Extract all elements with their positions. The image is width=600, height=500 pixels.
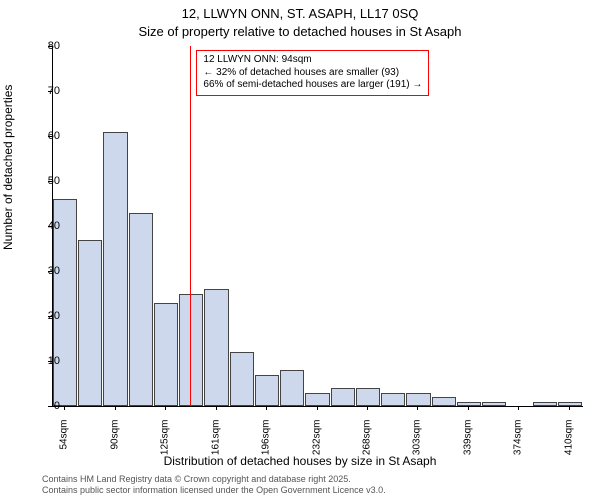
histogram-bar xyxy=(331,388,355,406)
x-tick-mark xyxy=(115,406,116,410)
histogram-bar xyxy=(103,132,127,407)
chart-title-line2: Size of property relative to detached ho… xyxy=(0,24,600,39)
histogram-bar xyxy=(533,402,557,407)
histogram-bar xyxy=(154,303,178,407)
x-tick-mark xyxy=(468,406,469,410)
y-tick-label: 10 xyxy=(30,355,60,367)
x-tick-label: 196sqm xyxy=(261,420,272,460)
x-tick-mark xyxy=(367,406,368,410)
x-tick-mark xyxy=(417,406,418,410)
histogram-bar xyxy=(356,388,380,406)
y-tick-label: 20 xyxy=(30,310,60,322)
x-tick-label: 161sqm xyxy=(210,420,221,460)
histogram-bar xyxy=(230,352,254,406)
y-tick-mark xyxy=(48,136,52,137)
reference-line xyxy=(190,46,191,406)
footer-line2: Contains public sector information licen… xyxy=(42,485,386,496)
chart-container: 12, LLWYN ONN, ST. ASAPH, LL17 0SQ Size … xyxy=(0,0,600,500)
histogram-bar xyxy=(280,370,304,406)
x-tick-mark xyxy=(216,406,217,410)
x-tick-label: 339sqm xyxy=(462,420,473,460)
histogram-bar xyxy=(381,393,405,407)
histogram-bar xyxy=(482,402,506,407)
y-tick-label: 60 xyxy=(30,130,60,142)
y-tick-mark xyxy=(48,226,52,227)
annotation-line1: 12 LLWYN ONN: 94sqm xyxy=(203,54,422,67)
x-tick-mark xyxy=(165,406,166,410)
x-tick-mark xyxy=(317,406,318,410)
annotation-line2: ← 32% of detached houses are smaller (93… xyxy=(203,67,422,80)
x-tick-label: 410sqm xyxy=(563,420,574,460)
footer-line1: Contains HM Land Registry data © Crown c… xyxy=(42,474,386,485)
x-tick-label: 374sqm xyxy=(513,420,524,460)
chart-title-line1: 12, LLWYN ONN, ST. ASAPH, LL17 0SQ xyxy=(0,6,600,21)
footer-attribution: Contains HM Land Registry data © Crown c… xyxy=(42,474,386,496)
histogram-bar xyxy=(432,397,456,406)
plot-area: 12 LLWYN ONN: 94sqm← 32% of detached hou… xyxy=(52,46,583,407)
y-tick-label: 70 xyxy=(30,85,60,97)
x-tick-mark xyxy=(569,406,570,410)
histogram-bar xyxy=(204,289,228,406)
y-tick-label: 0 xyxy=(30,400,60,412)
x-tick-label: 125sqm xyxy=(160,420,171,460)
y-tick-label: 40 xyxy=(30,220,60,232)
annotation-box: 12 LLWYN ONN: 94sqm← 32% of detached hou… xyxy=(196,50,429,96)
histogram-bar xyxy=(78,240,102,407)
x-tick-label: 303sqm xyxy=(412,420,423,460)
histogram-bar xyxy=(129,213,153,407)
y-tick-mark xyxy=(48,181,52,182)
annotation-line3: 66% of semi-detached houses are larger (… xyxy=(203,79,422,92)
x-tick-mark xyxy=(518,406,519,410)
y-tick-label: 50 xyxy=(30,175,60,187)
y-tick-mark xyxy=(48,406,52,407)
y-tick-mark xyxy=(48,271,52,272)
histogram-bar xyxy=(305,393,329,407)
x-tick-label: 54sqm xyxy=(59,420,70,460)
x-tick-mark xyxy=(266,406,267,410)
histogram-bar xyxy=(255,375,279,407)
y-tick-mark xyxy=(48,46,52,47)
x-tick-label: 90sqm xyxy=(109,420,120,460)
y-tick-label: 30 xyxy=(30,265,60,277)
x-tick-mark xyxy=(64,406,65,410)
y-tick-mark xyxy=(48,361,52,362)
histogram-bar xyxy=(406,393,430,407)
y-tick-mark xyxy=(48,91,52,92)
x-tick-label: 268sqm xyxy=(361,420,372,460)
y-axis-label: Number of detached properties xyxy=(1,85,15,250)
y-tick-mark xyxy=(48,316,52,317)
x-axis-label: Distribution of detached houses by size … xyxy=(0,454,600,468)
y-tick-label: 80 xyxy=(30,40,60,52)
x-tick-label: 232sqm xyxy=(311,420,322,460)
